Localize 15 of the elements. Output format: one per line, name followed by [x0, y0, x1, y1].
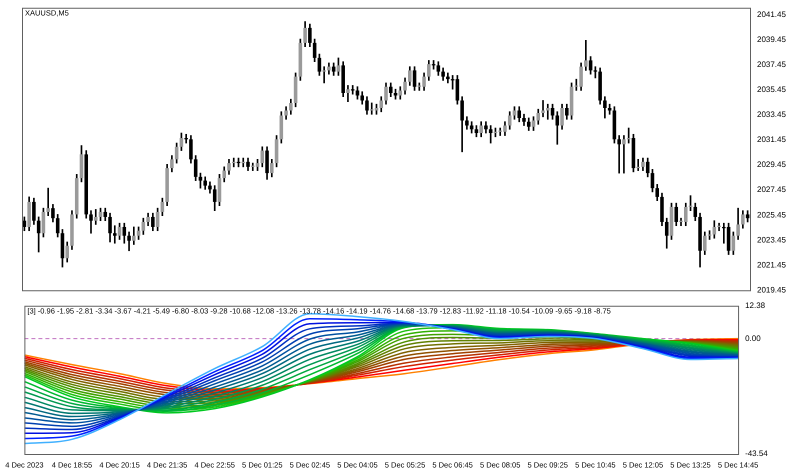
y-tick-label: 2035.45 — [757, 85, 786, 94]
y-tick-label: 2025.45 — [757, 210, 786, 220]
y-tick-label: 2019.45 — [757, 285, 786, 294]
y-tick-label: 12.38 — [745, 301, 766, 310]
y-tick-label: 2021.45 — [757, 260, 786, 270]
y-tick-label: -43.54 — [745, 449, 768, 458]
y-tick-label: 2033.45 — [757, 110, 786, 120]
y-tick-label: 2037.45 — [757, 60, 786, 69]
y-tick-label: 0.00 — [745, 334, 762, 343]
y-tick-label: 2039.45 — [757, 34, 786, 44]
y-tick-label: 2029.45 — [757, 160, 786, 170]
y-tick-label: 2027.45 — [757, 185, 786, 194]
y-tick-label: 2031.45 — [757, 135, 786, 144]
y-tick-label: 2023.45 — [757, 235, 786, 244]
y-tick-label: 2041.45 — [757, 10, 786, 19]
